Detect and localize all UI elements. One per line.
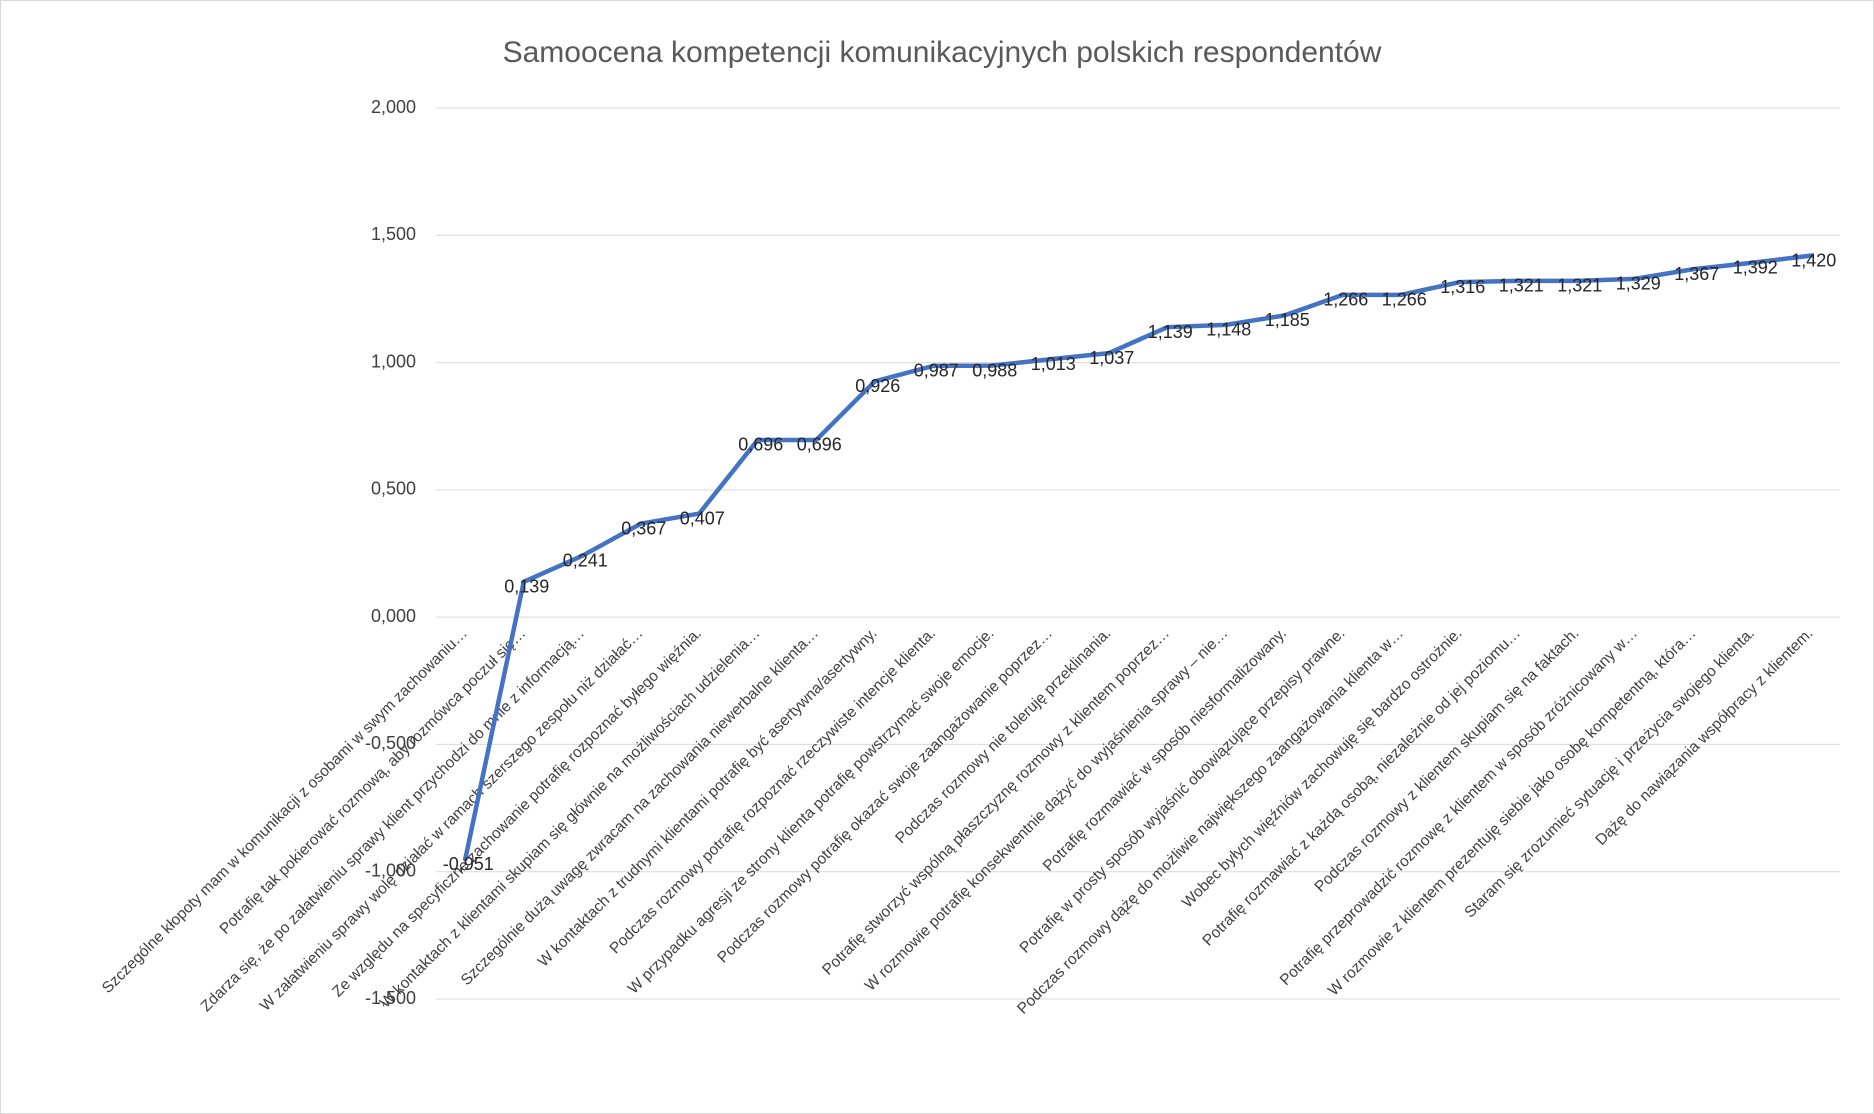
data-label: 0,139 [504, 577, 549, 597]
data-label: 1,037 [1089, 348, 1134, 368]
data-label: 1,185 [1265, 310, 1310, 330]
data-label: 0,987 [914, 361, 959, 381]
data-label: 1,139 [1148, 322, 1193, 342]
data-label: 1,266 [1323, 290, 1368, 310]
data-label: 1,321 [1499, 276, 1544, 296]
y-tick-label: 0,000 [371, 606, 416, 626]
data-label: 0,407 [680, 508, 725, 528]
y-tick-label: -0,500 [365, 733, 416, 753]
y-tick-label: 1,500 [371, 224, 416, 244]
data-label: 1,013 [1031, 354, 1076, 374]
data-label: 0,926 [855, 376, 900, 396]
data-label: 1,329 [1616, 274, 1661, 294]
y-tick-label: -1,000 [365, 860, 416, 880]
data-label: 0,241 [563, 551, 608, 571]
data-label: 0,988 [972, 360, 1017, 380]
y-tick-label: 1,000 [371, 351, 416, 371]
data-label: -0,951 [443, 854, 494, 874]
data-label: 1,392 [1733, 258, 1778, 278]
data-label: 1,367 [1674, 264, 1719, 284]
data-label: 1,420 [1791, 250, 1836, 270]
y-tick-label: 0,500 [371, 479, 416, 499]
data-label: 1,266 [1382, 290, 1427, 310]
data-label: 1,316 [1440, 277, 1485, 297]
y-tick-label: -1,500 [365, 988, 416, 1008]
data-label: 1,321 [1557, 276, 1602, 296]
y-tick-label: 2,000 [371, 97, 416, 117]
data-label: 1,148 [1206, 320, 1251, 340]
data-label: 0,696 [797, 435, 842, 455]
data-label: 0,367 [621, 518, 666, 538]
chart-title: Samoocena kompetencji komunikacyjnych po… [503, 36, 1382, 69]
data-label: 0,696 [738, 435, 783, 455]
line [463, 253, 1813, 862]
